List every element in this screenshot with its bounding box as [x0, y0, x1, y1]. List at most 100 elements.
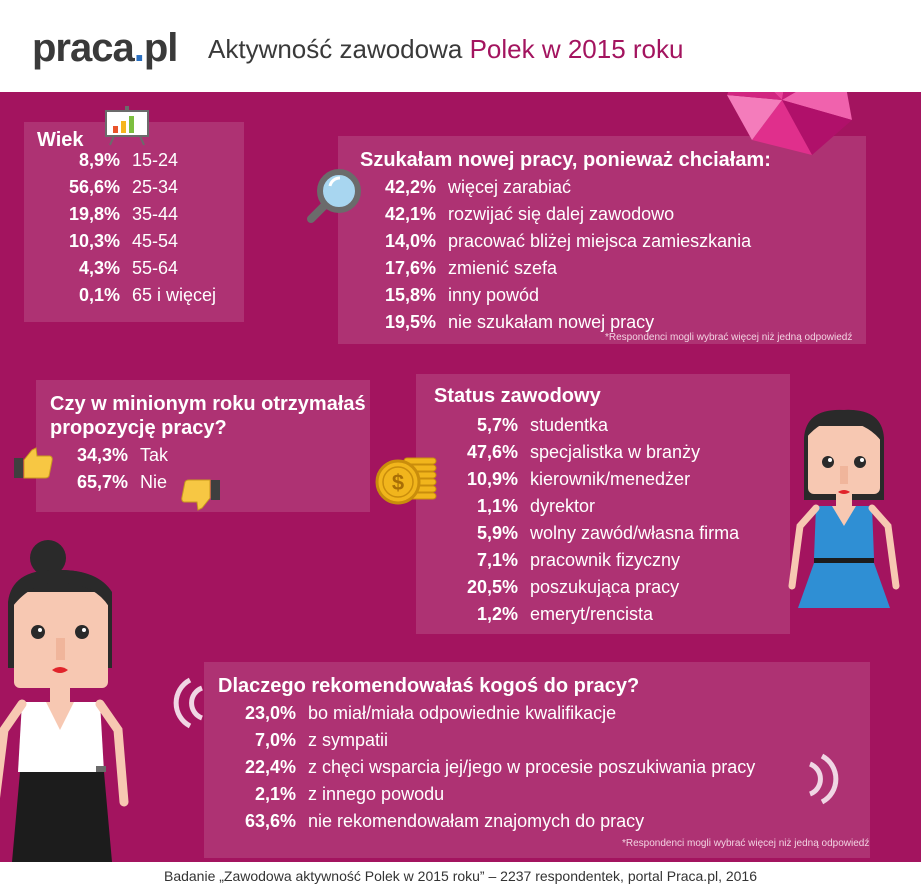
search-row-value: 17,6%: [384, 258, 436, 278]
search-row-value: 19,5%: [384, 312, 436, 332]
title-accent: Polek w 2015 roku: [469, 34, 684, 64]
logo-main: praca: [32, 26, 135, 70]
search-row-label: rozwijać się dalej zawodowo: [448, 204, 675, 224]
thumbs-down-icon: [181, 479, 220, 511]
thumbs-up-icon: [14, 447, 53, 479]
age-row-label: 25-34: [132, 177, 179, 197]
sound-waves-icon: [808, 753, 839, 805]
recommend-row: 2,1% z innego powodu: [218, 781, 444, 808]
logo: praca.pl: [32, 26, 179, 71]
svg-text:$: $: [392, 470, 404, 495]
offer-row-value: 34,3%: [76, 445, 128, 465]
search-row: 14,0% pracować bliżej miejsca zamieszkani…: [360, 228, 751, 255]
footer: Badanie „Zawodowa aktywność Polek w 2015…: [0, 862, 921, 891]
search-row-label: więcej zarabiać: [448, 177, 572, 197]
status-row-label: poszukująca pracy: [530, 577, 680, 597]
status-row-value: 47,6%: [466, 442, 518, 462]
recommend-row-value: 23,0%: [244, 703, 296, 723]
recommend-row-label: z innego powodu: [308, 784, 445, 804]
status-panel: [416, 374, 790, 634]
search-title: Szukałam nowej pracy, ponieważ chciałam:: [360, 149, 771, 171]
status-row: 20,5% poszukująca pracy: [434, 574, 679, 601]
status-row-value: 1,2%: [476, 604, 518, 624]
recommend-row: 63,6% nie rekomendowałam znajomych do pra…: [218, 808, 644, 835]
age-row-value: 10,3%: [68, 231, 120, 251]
offer-title-line1: Czy w minionym roku otrzymałaś: [50, 393, 366, 415]
offer-row-label: Nie: [140, 472, 168, 492]
recommend-note: *Respondenci mogli wybrać więcej niż jed…: [622, 838, 870, 849]
recommend-row: 23,0% bo miał/miała odpowiednie kwalifika…: [218, 700, 616, 727]
sound-waves-icon: [173, 677, 204, 729]
magnifier-icon: [307, 169, 361, 223]
origami-icon: [727, 92, 852, 155]
search-row: 15,8% inny powód: [360, 282, 539, 309]
status-row: 7,1% pracownik fizyczny: [434, 547, 680, 574]
search-row-value: 42,2%: [384, 177, 436, 197]
age-row: 4,3% 55-64: [44, 255, 178, 282]
status-row-label: dyrektor: [530, 496, 596, 516]
status-row-label: specjalistka w branży: [530, 442, 701, 462]
status-row: 5,9% wolny zawód/własna firma: [434, 520, 739, 547]
offer-title-line2: propozycję pracy?: [50, 417, 227, 439]
status-row: 1,2% emeryt/rencista: [434, 601, 653, 628]
search-row-value: 42,1%: [384, 204, 436, 224]
status-row-value: 5,9%: [476, 523, 518, 543]
title-plain: Aktywność zawodowa: [208, 34, 470, 64]
recommend-row-label: bo miał/miała odpowiednie kwalifikacje: [308, 703, 617, 723]
age-row-value: 19,8%: [68, 204, 120, 224]
recommend-row: 7,0% z sympatii: [218, 727, 388, 754]
status-row: 47,6% specjalistka w branży: [434, 439, 700, 466]
offer-row-label: Tak: [140, 445, 169, 465]
status-row-label: emeryt/rencista: [530, 604, 654, 624]
offer-row: 65,7% Nie: [62, 469, 167, 496]
woman-left-illustration: [0, 540, 129, 862]
age-row: 0,1% 65 i więcej: [44, 282, 216, 309]
infographic-body: Wiek 8,9% 15-24 56,6% 25-34 19,8% 35-44 10,3% 4…: [0, 92, 921, 862]
age-row-label: 45-54: [132, 231, 179, 251]
recommend-row-value: 2,1%: [254, 784, 296, 804]
search-note: *Respondenci mogli wybrać więcej niż jed…: [605, 332, 853, 343]
search-panel: [338, 136, 866, 344]
search-row-label: nie szukałam nowej pracy: [448, 312, 655, 332]
search-row-label: zmienić szefa: [448, 258, 558, 278]
status-title: Status zawodowy: [434, 385, 601, 407]
age-row-value: 4,3%: [78, 258, 120, 278]
age-row-value: 8,9%: [78, 150, 120, 170]
offer-row-value: 65,7%: [76, 472, 128, 492]
recommend-panel: [204, 662, 870, 858]
status-row-value: 5,7%: [476, 415, 518, 435]
status-row-label: kierownik/menedżer: [530, 469, 691, 489]
status-row-value: 1,1%: [476, 496, 518, 516]
recommend-row-label: z sympatii: [308, 730, 389, 750]
header: praca.pl Aktywność zawodowa Polek w 2015…: [0, 0, 921, 92]
status-row: 10,9% kierownik/menedżer: [434, 466, 690, 493]
chart-board-icon: [105, 106, 149, 146]
recommend-row-value: 22,4%: [244, 757, 296, 777]
recommend-title: Dlaczego rekomendowałaś kogoś do pracy?: [218, 675, 640, 697]
age-row: 8,9% 15-24: [44, 147, 178, 174]
age-row-label: 35-44: [132, 204, 179, 224]
search-row-label: inny powód: [448, 285, 540, 305]
age-row-value: 0,1%: [78, 285, 120, 305]
age-row-value: 56,6%: [68, 177, 120, 197]
status-row-value: 20,5%: [466, 577, 518, 597]
status-row: 1,1% dyrektor: [434, 493, 595, 520]
search-row: 42,2% więcej zarabiać: [360, 174, 571, 201]
recommend-row-value: 7,0%: [254, 730, 296, 750]
age-row: 56,6% 25-34: [44, 174, 178, 201]
age-row: 10,3% 45-54: [44, 228, 178, 255]
logo-ext: pl: [143, 26, 179, 70]
recommend-row-label: nie rekomendowałam znajomych do pracy: [308, 811, 645, 831]
search-row-value: 15,8%: [384, 285, 436, 305]
age-title: Wiek: [37, 129, 84, 151]
status-row-label: pracownik fizyczny: [530, 550, 681, 570]
search-row-value: 14,0%: [384, 231, 436, 251]
recommend-row-label: z chęci wsparcia jej/jego w procesie pos…: [308, 757, 756, 777]
page-title: Aktywność zawodowa Polek w 2015 roku: [208, 34, 683, 65]
age-row-label: 65 i więcej: [132, 285, 217, 305]
search-row: 42,1% rozwijać się dalej zawodowo: [360, 201, 674, 228]
search-row-label: pracować bliżej miejsca zamieszkania: [448, 231, 752, 251]
recommend-row: 22,4% z chęci wsparcia jej/jego w procesi…: [218, 754, 755, 781]
offer-row: 34,3% Tak: [62, 442, 168, 469]
woman-right-illustration: [788, 409, 900, 608]
